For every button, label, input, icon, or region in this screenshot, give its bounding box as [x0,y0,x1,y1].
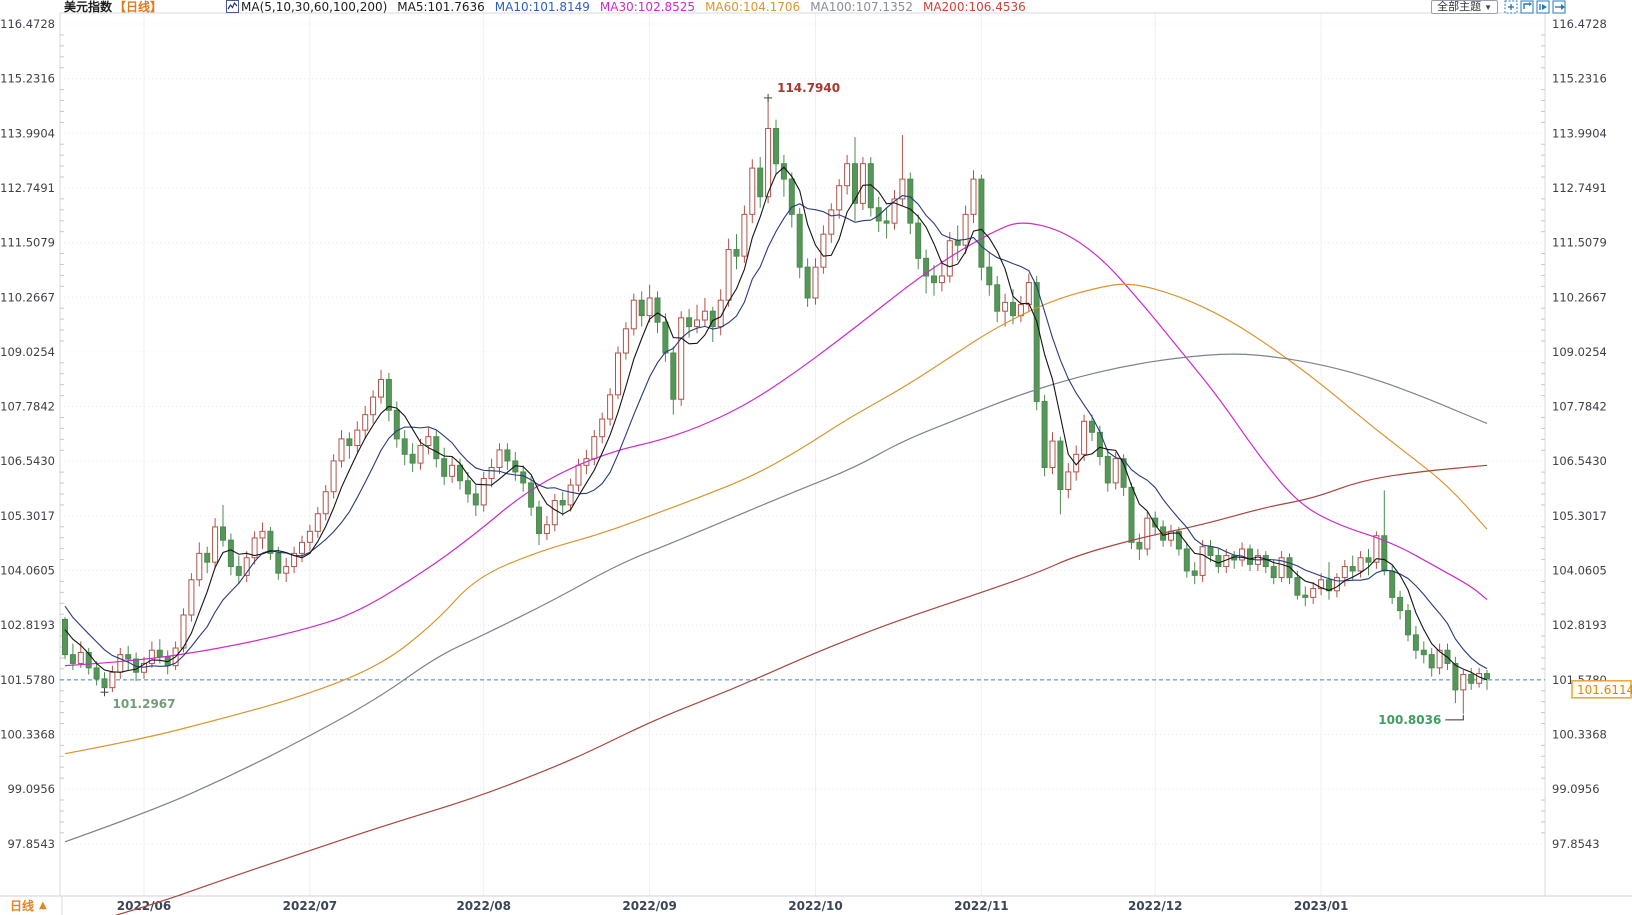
svg-text:101.5780: 101.5780 [0,673,55,687]
svg-text:111.5079: 111.5079 [1552,236,1607,250]
svg-text:2022/12: 2022/12 [1128,899,1182,913]
svg-text:105.3017: 105.3017 [1552,509,1607,523]
annotation-high: 114.7940 [764,81,840,102]
svg-text:106.5430: 106.5430 [1552,454,1607,468]
x-axis-labels: 2022/06 2022/07 2022/08 2022/09 2022/10 2022/… [0,895,1632,915]
svg-text:100.8036: 100.8036 [1378,713,1441,727]
y-axis-left: 116.4728 115.2316 113.9904 112.7491 111.5079… [0,17,55,851]
ma-line-ma60 [64,283,1488,755]
candles-layer [62,97,1490,714]
svg-text:112.7491: 112.7491 [0,181,55,195]
ma10-value: MA10:101.8149 [494,0,590,14]
instrument-name: 美元指数 [64,0,113,14]
svg-text:2022/07: 2022/07 [283,899,337,913]
ma60-value: MA60:104.1706 [705,0,801,14]
up-triangle-icon: ▲ [39,900,47,911]
svg-text:107.7842: 107.7842 [1552,400,1607,414]
kline-chart-icon [226,0,240,16]
svg-text:116.4728: 116.4728 [0,17,55,31]
ma30-value: MA30:102.8525 [599,0,696,14]
svg-text:97.8543: 97.8543 [7,837,55,851]
svg-text:97.8543: 97.8543 [1552,837,1600,851]
svg-text:99.0956: 99.0956 [7,782,55,796]
svg-text:109.0254: 109.0254 [1552,345,1607,359]
svg-text:101.2967: 101.2967 [113,697,176,711]
ma-lines-layer [64,166,1488,915]
svg-text:112.7491: 112.7491 [1552,181,1607,195]
themes-dropdown-button[interactable]: 全部主题 ▼ [1431,0,1498,14]
chart-header: 美元指数 【日线】 MA(5,10,30,60,100,200) MA5:101.… [0,0,1632,14]
svg-text:115.2316: 115.2316 [1552,72,1607,86]
svg-text:2022/11: 2022/11 [954,899,1008,913]
annotation-low: 101.2967 [100,688,176,711]
svg-text:2022/09: 2022/09 [622,899,676,913]
step-forward-icon[interactable] [1536,0,1550,14]
toolbar-icons [1504,0,1566,14]
svg-text:104.0605: 104.0605 [0,564,55,578]
svg-text:107.7842: 107.7842 [0,400,55,414]
ma200-value: MA200:106.4536 [922,0,1026,14]
svg-text:113.9904: 113.9904 [0,126,55,140]
chevron-down-icon: ▼ [1484,2,1492,12]
svg-text:2023/01: 2023/01 [1294,899,1348,913]
svg-text:114.7940: 114.7940 [777,81,840,95]
ma-line-ma100 [64,353,1488,843]
ma-settings-label: MA(5,10,30,60,100,200) [241,0,388,14]
svg-text:109.0254: 109.0254 [0,345,55,359]
svg-text:102.8193: 102.8193 [0,618,55,632]
svg-text:2022/10: 2022/10 [788,899,842,913]
svg-text:102.8193: 102.8193 [1552,618,1607,632]
svg-text:100.3368: 100.3368 [0,727,55,741]
period-label: 日线 [10,899,35,913]
current-price-tag: 101.6114 [1571,680,1632,699]
svg-text:106.5430: 106.5430 [0,454,55,468]
svg-text:105.3017: 105.3017 [0,509,55,523]
svg-text:116.4728: 116.4728 [1552,17,1607,31]
y-axis-right: 116.4728 115.2316 113.9904 112.7491 111.5079… [1552,17,1607,851]
ma100-value: MA100:107.1352 [810,0,913,14]
ma-line-ma200 [114,464,1488,915]
svg-text:115.2316: 115.2316 [0,72,55,86]
svg-text:104.0605: 104.0605 [1552,564,1607,578]
zoom-area-icon[interactable] [1520,0,1534,14]
period-tag: 【日线】 [114,0,163,14]
ma5-value: MA5:101.7636 [397,0,485,14]
svg-text:110.2667: 110.2667 [0,290,55,304]
svg-text:101.6114: 101.6114 [1577,683,1632,697]
svg-text:111.5079: 111.5079 [0,236,55,250]
svg-text:110.2667: 110.2667 [1552,290,1607,304]
annotation-low-2: 100.8036 [1378,713,1464,727]
svg-text:2022/08: 2022/08 [456,899,510,913]
ma-line-ma5 [64,166,1488,681]
chart-toolbar: 全部主题 ▼ [1431,0,1566,14]
svg-text:100.3368: 100.3368 [1552,727,1607,741]
themes-button-label: 全部主题 [1437,0,1482,13]
crosshair-tool-icon[interactable] [1504,0,1518,14]
pan-right-icon[interactable] [1552,0,1566,14]
svg-text:113.9904: 113.9904 [1552,126,1607,140]
period-toggle[interactable]: 日线 ▲ [10,897,47,914]
svg-text:99.0956: 99.0956 [1552,782,1600,796]
ma-line-ma30 [64,222,1488,667]
